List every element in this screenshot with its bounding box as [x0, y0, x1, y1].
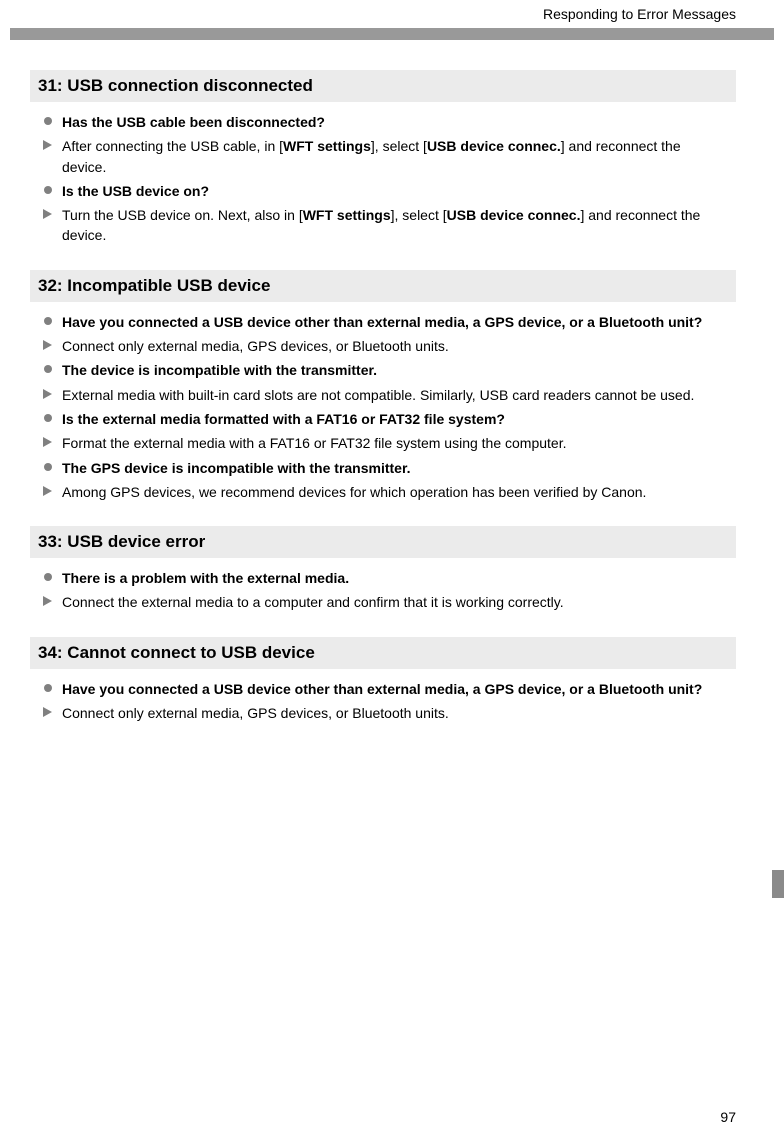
action-item: Connect only external media, GPS devices…: [62, 703, 728, 723]
item-text: Connect only external media, GPS devices…: [62, 338, 449, 354]
item-text: Format the external media with a FAT16 o…: [62, 435, 566, 451]
item-text: The GPS device is incompatible with the …: [62, 460, 411, 476]
section-body: Has the USB cable been disconnected? Afte…: [30, 112, 736, 264]
page-root: Responding to Error Messages 31: USB con…: [0, 0, 784, 741]
section-heading: 34: Cannot connect to USB device: [30, 637, 736, 669]
bullet-item: Have you connected a USB device other th…: [62, 312, 728, 332]
item-text: Has the USB cable been disconnected?: [62, 114, 325, 130]
triangle-right-icon: [43, 596, 52, 606]
header-divider-bar: [10, 28, 774, 40]
bullet-item: There is a problem with the external med…: [62, 568, 728, 588]
bullet-circle-icon: [44, 365, 52, 373]
section-body: Have you connected a USB device other th…: [30, 312, 736, 520]
item-text: Have you connected a USB device other th…: [62, 314, 702, 330]
bullet-item: Have you connected a USB device other th…: [62, 679, 728, 699]
item-text: Connect only external media, GPS devices…: [62, 705, 449, 721]
action-item: Connect the external media to a computer…: [62, 592, 728, 612]
bullet-item: Has the USB cable been disconnected?: [62, 112, 728, 132]
section-heading: 33: USB device error: [30, 526, 736, 558]
triangle-right-icon: [43, 486, 52, 496]
section-heading: 32: Incompatible USB device: [30, 270, 736, 302]
side-tab-marker: [772, 870, 784, 898]
item-text: There is a problem with the external med…: [62, 570, 349, 586]
bullet-circle-icon: [44, 186, 52, 194]
action-item: After connecting the USB cable, in [WFT …: [62, 136, 728, 177]
item-text: Is the USB device on?: [62, 183, 209, 199]
section-body: Have you connected a USB device other th…: [30, 679, 736, 742]
bullet-item: The device is incompatible with the tran…: [62, 360, 728, 380]
bullet-circle-icon: [44, 684, 52, 692]
item-text: Is the external media formatted with a F…: [62, 411, 505, 427]
bullet-circle-icon: [44, 414, 52, 422]
page-number: 97: [720, 1109, 736, 1125]
bullet-circle-icon: [44, 317, 52, 325]
action-item: External media with built-in card slots …: [62, 385, 728, 405]
action-item: Turn the USB device on. Next, also in [W…: [62, 205, 728, 246]
bullet-circle-icon: [44, 463, 52, 471]
item-text: Have you connected a USB device other th…: [62, 681, 702, 697]
action-item: Connect only external media, GPS devices…: [62, 336, 728, 356]
bullet-item: Is the USB device on?: [62, 181, 728, 201]
section-heading: 31: USB connection disconnected: [30, 70, 736, 102]
item-text: After connecting the USB cable, in [WFT …: [62, 138, 681, 174]
triangle-right-icon: [43, 437, 52, 447]
item-text: The device is incompatible with the tran…: [62, 362, 377, 378]
item-text: Turn the USB device on. Next, also in [W…: [62, 207, 700, 243]
item-text: External media with built-in card slots …: [62, 387, 694, 403]
page-header-title: Responding to Error Messages: [0, 0, 784, 28]
section-body: There is a problem with the external med…: [30, 568, 736, 631]
triangle-right-icon: [43, 707, 52, 717]
bullet-item: The GPS device is incompatible with the …: [62, 458, 728, 478]
action-item: Format the external media with a FAT16 o…: [62, 433, 728, 453]
bullet-item: Is the external media formatted with a F…: [62, 409, 728, 429]
content-area: 31: USB connection disconnected Has the U…: [0, 40, 784, 741]
triangle-right-icon: [43, 389, 52, 399]
triangle-right-icon: [43, 140, 52, 150]
triangle-right-icon: [43, 340, 52, 350]
bullet-circle-icon: [44, 573, 52, 581]
bullet-circle-icon: [44, 117, 52, 125]
item-text: Connect the external media to a computer…: [62, 594, 564, 610]
item-text: Among GPS devices, we recommend devices …: [62, 484, 646, 500]
triangle-right-icon: [43, 209, 52, 219]
action-item: Among GPS devices, we recommend devices …: [62, 482, 728, 502]
